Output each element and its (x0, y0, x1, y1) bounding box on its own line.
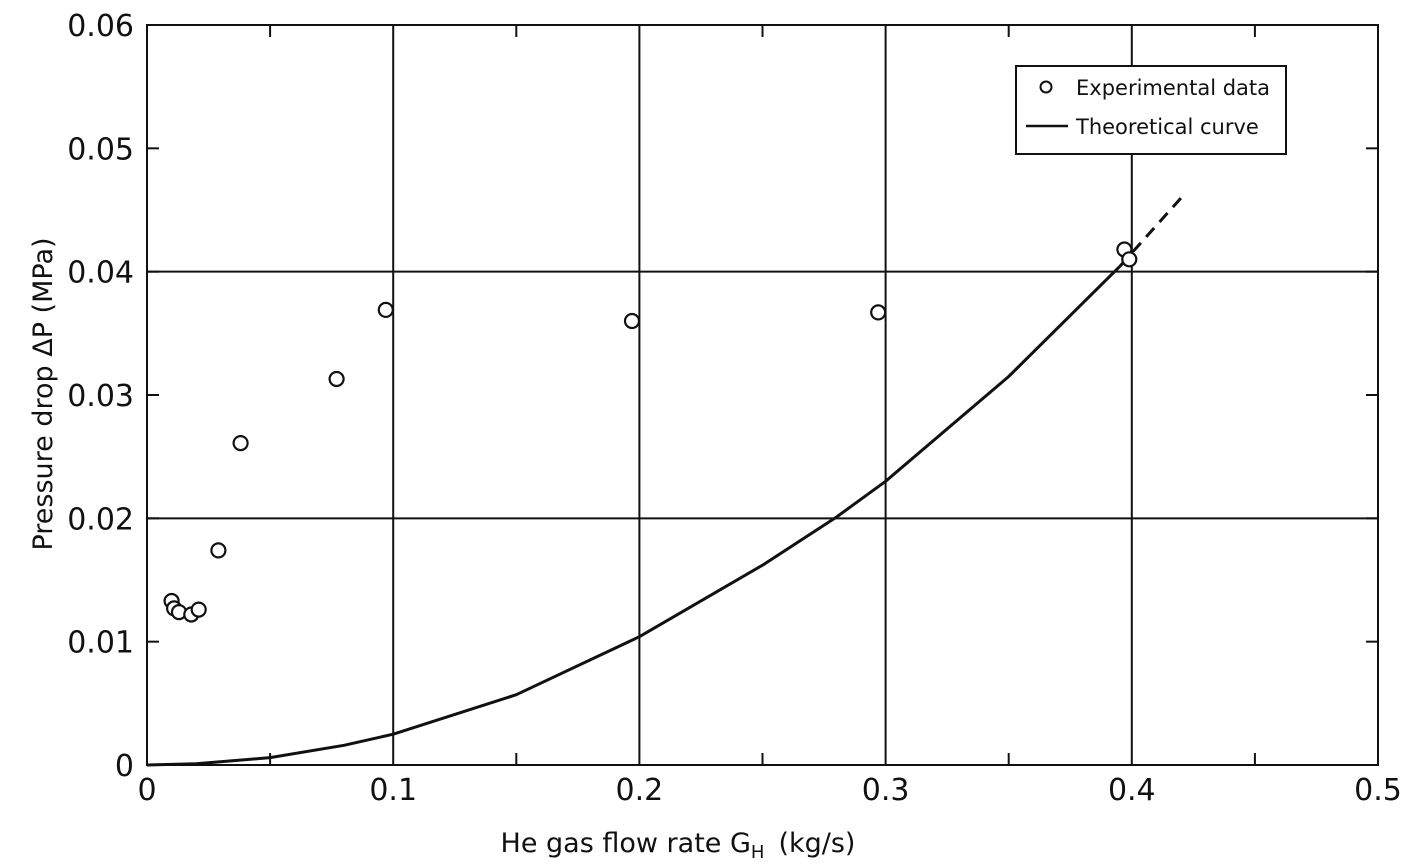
y-tick-label: 0.04 (67, 256, 134, 291)
legend-box (1015, 65, 1287, 155)
experimental-data-point (210, 542, 227, 559)
x-axis-title-main: He gas flow rate G (501, 828, 751, 859)
legend-label-theoretical: Theoretical curve (1075, 115, 1259, 139)
x-tick-label: 0.4 (1108, 773, 1156, 808)
axis-ticks (147, 25, 1378, 765)
theoretical-curve-extension (1118, 194, 1185, 268)
y-tick-label: 0.05 (67, 132, 134, 167)
x-tick-label: 0.2 (616, 773, 664, 808)
theoretical-curve-line (146, 265, 1121, 767)
experimental-data-point (623, 312, 641, 330)
experimental-data-point (870, 304, 887, 321)
x-axis-title: He gas flow rate GH (kg/s) (501, 828, 856, 863)
y-tick-labels: 0 0.01 0.02 0.03 0.04 0.05 0.06 (67, 9, 134, 784)
x-tick-label: 0.1 (369, 773, 417, 808)
experimental-data-point (1121, 251, 1138, 268)
experimental-data-point (328, 370, 345, 388)
y-tick-label: 0.01 (67, 626, 134, 661)
y-tick-label: 0.02 (67, 502, 134, 537)
x-tick-label: 0.3 (862, 773, 910, 808)
x-tick-labels: 0 0.1 0.2 0.3 0.4 0.5 (137, 773, 1401, 808)
legend: Experimental data Theoretical curve (1015, 65, 1287, 155)
experimental-data-point (190, 601, 207, 618)
theoretical-curve-series (146, 194, 1185, 767)
legend-label-experimental: Experimental data (1076, 76, 1270, 100)
x-tick-label: 0 (137, 773, 156, 808)
x-tick-label: 0.5 (1354, 773, 1402, 808)
x-axis-title-unit: (kg/s) (778, 828, 855, 859)
experimental-data-point (377, 301, 394, 318)
y-axis-title: Pressure drop ΔP (MPa) (28, 237, 59, 550)
y-tick-label: 0 (115, 749, 134, 784)
y-tick-label: 0.03 (67, 379, 134, 414)
x-axis-title-subscript: H (751, 842, 765, 863)
experimental-data-series (163, 241, 1138, 623)
legend-marker-experimental (1039, 80, 1053, 94)
experimental-data-point (232, 435, 249, 452)
y-tick-label: 0.06 (67, 9, 134, 44)
